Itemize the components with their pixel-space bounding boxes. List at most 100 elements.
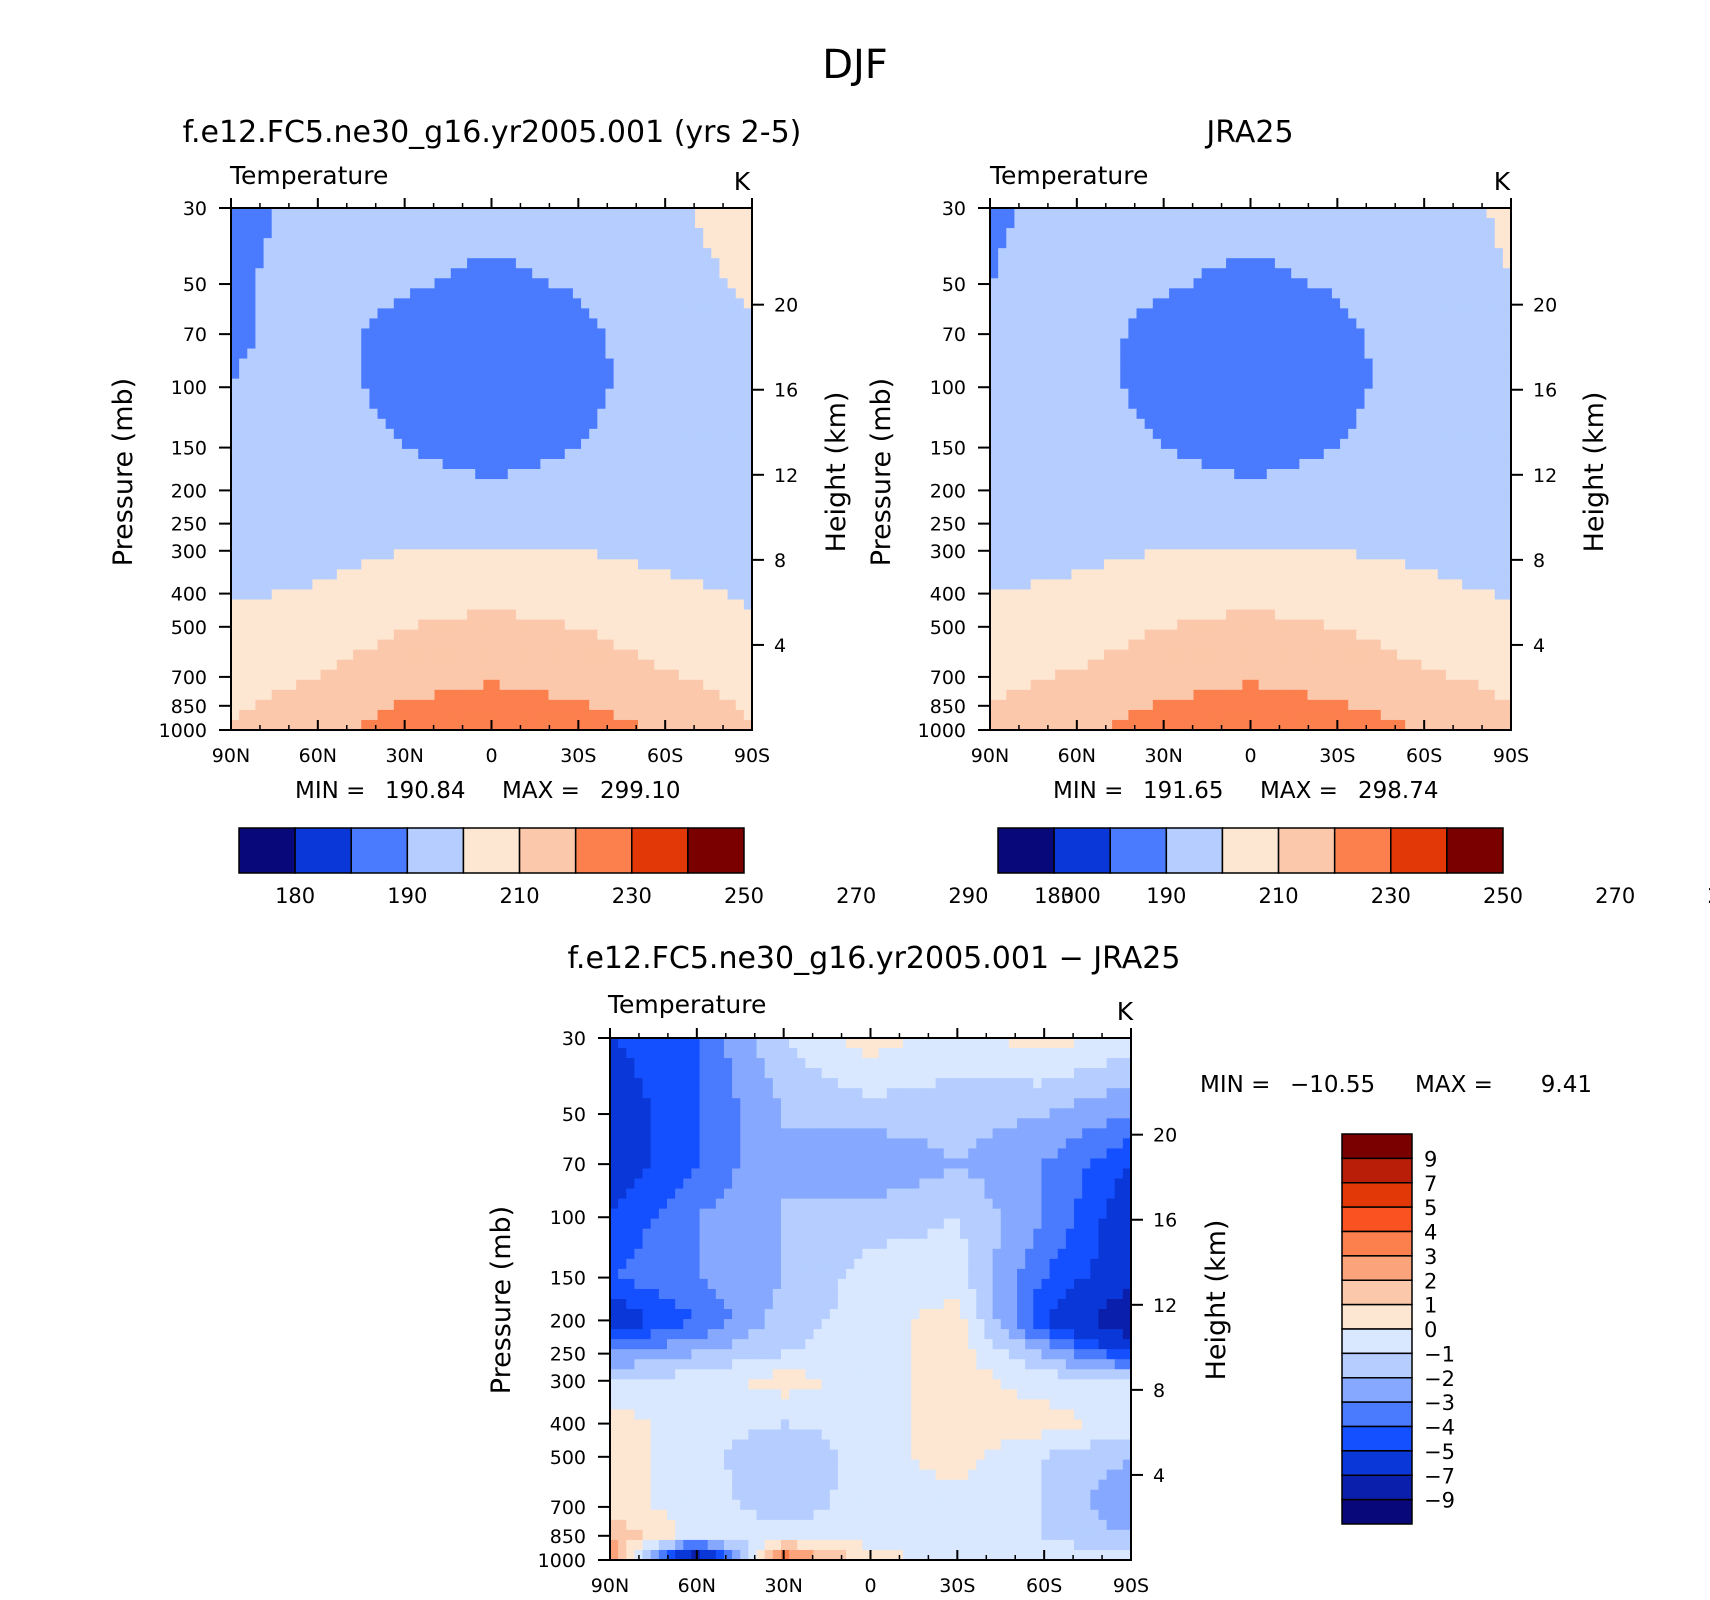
contour-cell — [540, 629, 550, 641]
contour-cell — [344, 378, 354, 390]
contour-cell — [719, 479, 729, 490]
contour-cell — [638, 338, 647, 350]
contour-cell — [670, 689, 680, 701]
contour-cell — [320, 689, 330, 701]
contour-cell — [515, 298, 525, 309]
contour-cell — [1055, 308, 1064, 320]
contour-cell — [532, 248, 541, 259]
contour-cell — [613, 549, 623, 560]
contour-cell — [1177, 378, 1186, 390]
contour-cell — [1103, 288, 1113, 299]
contour-cell — [1160, 298, 1170, 309]
contour-cell — [507, 348, 517, 360]
contour-cell — [410, 318, 419, 330]
contour-cell — [1234, 238, 1243, 249]
contour-cell — [1136, 418, 1146, 430]
contour-cell — [613, 388, 623, 400]
contour-cell — [320, 328, 330, 340]
contour-cell — [572, 649, 582, 661]
contour-cell — [735, 428, 745, 440]
contour-cell — [1071, 338, 1081, 350]
contour-cell — [279, 338, 289, 350]
contour-cell — [654, 689, 664, 701]
contour-cell — [296, 378, 305, 390]
contour-cell — [1413, 228, 1423, 239]
contour-cell — [1323, 228, 1333, 239]
contour-cell — [369, 539, 379, 550]
contour-cell — [344, 579, 354, 591]
contour-cell — [312, 589, 322, 601]
contour-cell — [1307, 448, 1317, 460]
contour-cell — [499, 348, 509, 360]
contour-cell — [662, 489, 672, 500]
contour-cell — [1478, 418, 1488, 430]
contour-cell — [499, 479, 509, 490]
contour-cell — [279, 479, 289, 490]
contour-cell — [1421, 328, 1431, 340]
contour-cell — [1136, 368, 1146, 380]
contour-cell — [1250, 418, 1260, 430]
contour-cell — [1095, 398, 1105, 410]
contour-cell — [564, 278, 574, 289]
contour-cell — [589, 469, 598, 480]
contour-cell — [1160, 388, 1170, 400]
contour-cell — [279, 288, 289, 299]
contour-cell — [1470, 388, 1480, 400]
contour-cell — [572, 368, 582, 380]
contour-cell — [353, 479, 362, 490]
contour-cell — [239, 609, 248, 621]
contour-cell — [385, 238, 395, 249]
contour-cell — [499, 609, 509, 621]
contour-cell — [1307, 278, 1317, 289]
contour-cell — [1258, 328, 1268, 340]
contour-cell — [1486, 338, 1496, 350]
contour-cell — [1120, 288, 1129, 299]
contour-cell — [1006, 208, 1016, 219]
contour-cell — [377, 358, 387, 370]
contour-cell — [320, 248, 330, 259]
contour-cell — [564, 639, 574, 651]
contour-cell — [1217, 448, 1227, 460]
contour-cell — [344, 328, 354, 340]
contour-cell — [344, 218, 354, 229]
contour-cell — [1348, 418, 1357, 430]
contour-cell — [581, 228, 590, 239]
contour-cell — [1470, 318, 1480, 330]
contour-cell — [239, 619, 248, 631]
contour-cell — [1136, 348, 1146, 360]
contour-cell — [1038, 218, 1048, 229]
contour-cell — [263, 539, 273, 550]
contour-cell — [605, 719, 615, 731]
contour-cell — [1144, 388, 1154, 400]
contour-cell — [1470, 398, 1480, 410]
contour-cell — [998, 338, 1007, 350]
contour-cell — [271, 639, 281, 651]
contour-cell — [450, 438, 460, 450]
contour-cell — [621, 258, 631, 269]
contour-cell — [597, 418, 607, 430]
contour-cell — [247, 469, 257, 480]
contour-cell — [638, 499, 647, 510]
contour-cell — [239, 549, 248, 560]
contour-cell — [711, 288, 721, 299]
contour-cell — [1079, 398, 1089, 410]
contour-cell — [483, 318, 493, 330]
contour-cell — [1331, 398, 1341, 410]
contour-cell — [483, 408, 493, 420]
contour-cell — [304, 479, 314, 490]
contour-cell — [271, 218, 281, 229]
contour-cell — [336, 569, 346, 581]
contour-cell — [990, 458, 999, 470]
contour-cell — [998, 238, 1007, 249]
contour-cell — [491, 428, 501, 440]
contour-cell — [271, 649, 281, 661]
contour-cell — [328, 368, 338, 380]
contour-cell — [499, 268, 509, 279]
contour-cell — [361, 609, 370, 621]
contour-cell — [638, 308, 647, 320]
contour-cell — [507, 408, 517, 420]
contour-cell — [621, 649, 631, 661]
contour-cell — [304, 288, 314, 299]
contour-cell — [475, 689, 484, 701]
contour-cell — [418, 649, 427, 661]
